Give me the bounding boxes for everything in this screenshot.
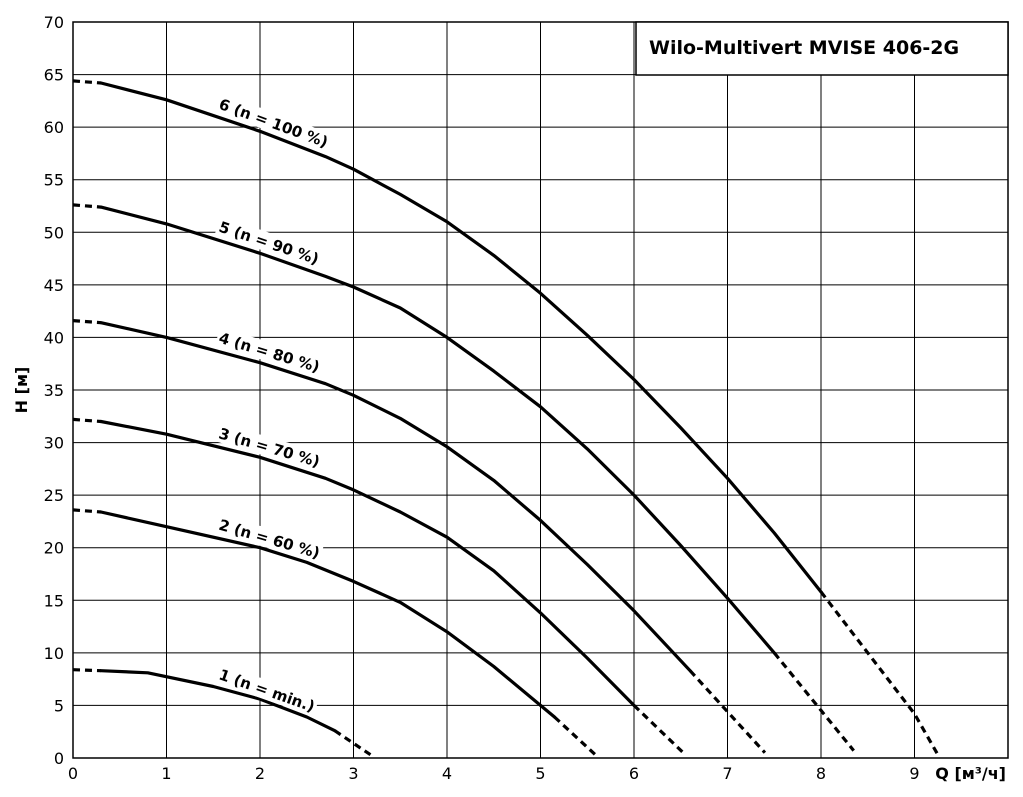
curve-label-group: 2 (n = 60 %)	[214, 514, 325, 563]
y-tick-label: 65	[44, 66, 64, 85]
curve-label-2: 2 (n = 60 %)	[217, 516, 322, 562]
y-tick-label: 15	[44, 591, 64, 610]
curve-label-background	[214, 93, 333, 153]
curve-label-background	[214, 514, 325, 563]
x-tick-label: 4	[442, 764, 452, 783]
curve-label-background	[214, 663, 320, 717]
x-tick-label: 6	[629, 764, 639, 783]
y-tick-label: 40	[44, 328, 64, 347]
curve-4-dashed-end	[688, 669, 767, 754]
curve-3-solid	[99, 419, 636, 707]
grid-lines	[73, 22, 1008, 758]
x-tick-label: 0	[68, 764, 78, 783]
x-tick-label: 8	[816, 764, 826, 783]
curve-2-solid	[99, 510, 557, 719]
curve-label-group: 3 (n = 70 %)	[214, 422, 325, 472]
curve-6-dashed-start	[72, 79, 102, 85]
y-tick-label: 50	[44, 223, 64, 242]
y-tick-label: 35	[44, 381, 64, 400]
curve-label-background	[214, 422, 325, 472]
curve-1-dashed-end	[333, 729, 374, 758]
curve-2-dashed-start	[72, 508, 102, 514]
curve-label-3: 3 (n = 70 %)	[217, 424, 322, 470]
x-tick-label: 3	[348, 764, 358, 783]
y-tick-label: 0	[54, 749, 64, 768]
y-tick-label: 60	[44, 118, 64, 137]
x-tick-label: 9	[909, 764, 919, 783]
y-tick-label: 20	[44, 539, 64, 558]
curve-4-solid	[99, 321, 692, 673]
performance-curves	[72, 79, 940, 758]
curve-2-dashed-end	[553, 715, 598, 758]
y-tick-label: 30	[44, 434, 64, 453]
curve-5-dashed-start	[72, 203, 102, 209]
x-tick-label: 7	[722, 764, 732, 783]
x-tick-label: 1	[161, 764, 171, 783]
curve-6-dashed-end	[819, 590, 940, 756]
curve-labels: 1 (n = min.)2 (n = 60 %)3 (n = 70 %)4 (n…	[214, 93, 333, 717]
y-tick-label: 25	[44, 486, 64, 505]
curve-1-dashed-start	[72, 668, 102, 673]
x-axis-label: Q [м³/ч]	[935, 764, 1006, 783]
curve-3-dashed-end	[632, 704, 687, 756]
y-tick-label: 5	[54, 696, 64, 715]
curve-label-group: 4 (n = 80 %)	[214, 327, 324, 377]
curve-label-background	[214, 216, 324, 269]
y-axis-label: H [м]	[12, 367, 31, 414]
y-tick-label: 45	[44, 276, 64, 295]
curve-5-dashed-end	[773, 651, 855, 752]
curve-label-background	[214, 327, 324, 377]
y-tick-label: 55	[44, 171, 64, 190]
curve-4-dashed-start	[72, 319, 102, 325]
curve-1-solid	[99, 669, 337, 733]
curve-3-dashed-start	[72, 417, 102, 424]
curve-label-4: 4 (n = 80 %)	[217, 329, 322, 376]
x-tick-label: 2	[255, 764, 265, 783]
curve-5-solid	[99, 205, 776, 655]
chart-title: Wilo-Multivert MVISE 406-2G	[649, 37, 959, 59]
plot-frame	[72, 21, 1009, 759]
y-tick-label: 10	[44, 644, 64, 663]
chart-title-box: Wilo-Multivert MVISE 406-2G	[635, 21, 1009, 76]
x-tick-label: 5	[535, 764, 545, 783]
curve-6-solid	[99, 81, 823, 594]
y-tick-label: 70	[44, 13, 64, 32]
